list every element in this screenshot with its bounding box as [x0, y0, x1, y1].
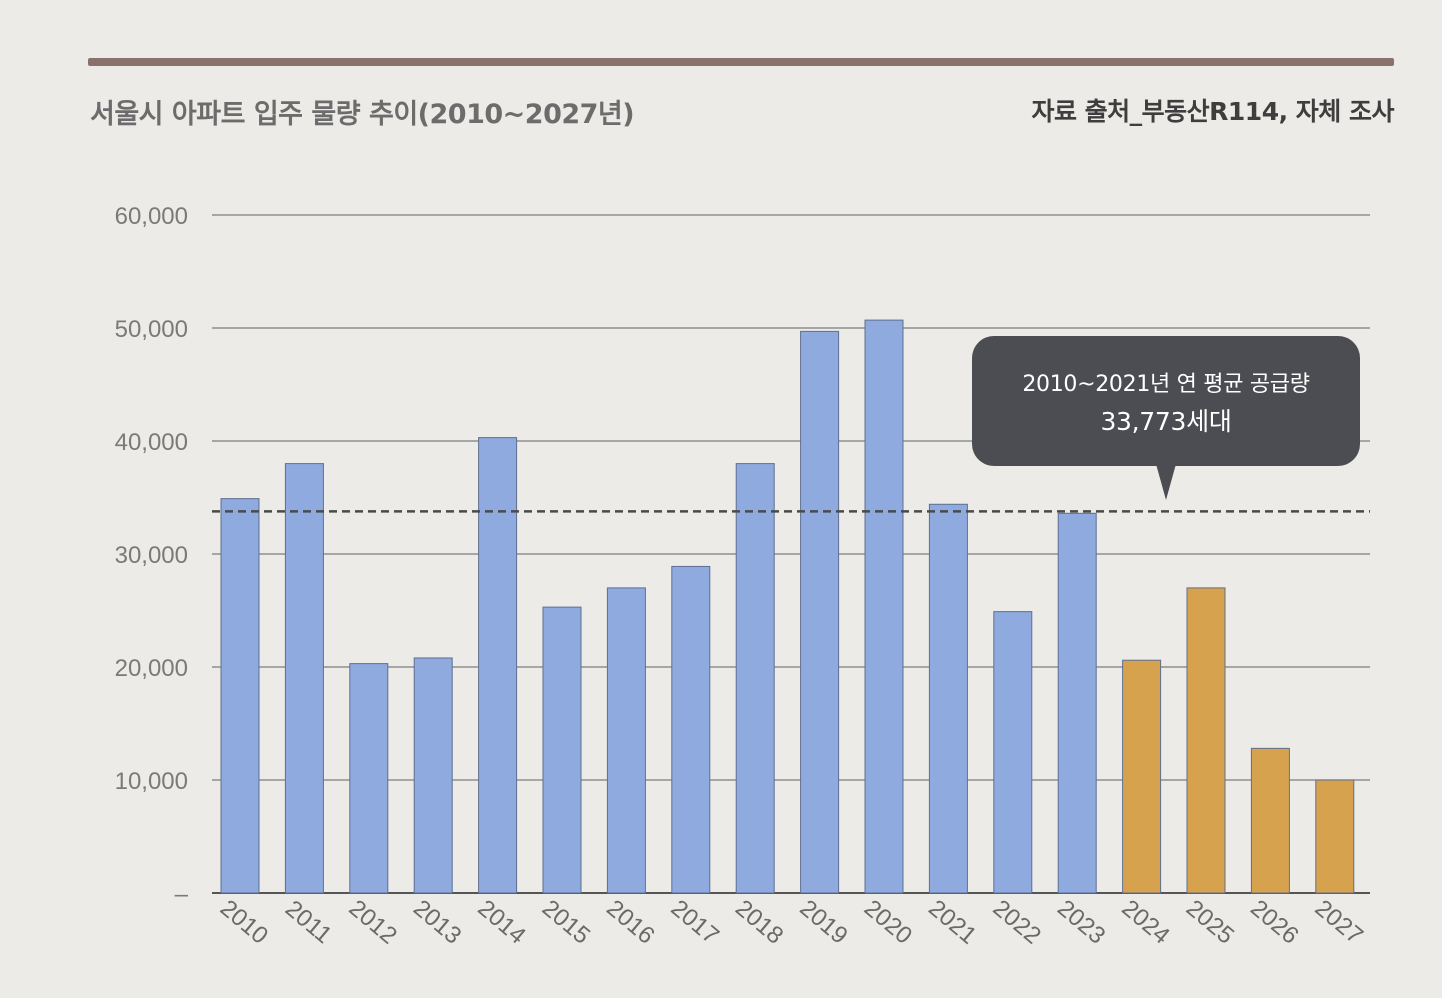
bar	[1186, 587, 1226, 894]
x-tick-label: 2015	[537, 895, 595, 950]
x-tick-label: 2020	[859, 895, 917, 950]
bar	[800, 330, 840, 894]
x-tick-label: 2014	[472, 895, 530, 950]
x-tick-label: 2010	[215, 895, 273, 950]
x-tick-label: 2017	[666, 895, 724, 950]
y-tick-labels: – 10,000 20,000 30,000 40,000 50,000 60,000	[115, 203, 189, 908]
x-tick-label: 2023	[1052, 895, 1110, 950]
x-tick-label: 2012	[344, 895, 402, 950]
bars-layer	[220, 319, 1355, 894]
bar	[671, 565, 711, 894]
callout-value: 33,773세대	[1100, 407, 1232, 436]
average-callout: 2010~2021년 연 평균 공급량 33,773세대	[972, 336, 1360, 500]
x-tick-label: 2026	[1245, 895, 1303, 950]
y-tick-label: 60,000	[115, 203, 188, 230]
y-tick-label: 20,000	[115, 655, 188, 682]
bar	[1250, 747, 1290, 894]
bar	[928, 503, 968, 894]
bar	[864, 319, 904, 894]
bar	[1057, 512, 1097, 894]
x-tick-label: 2011	[280, 895, 337, 949]
bar	[606, 587, 646, 894]
callout-title: 2010~2021년 연 평균 공급량	[1022, 372, 1310, 397]
y-tick-label: 40,000	[115, 429, 188, 456]
x-tick-label: 2016	[601, 895, 659, 950]
y-tick-label: 10,000	[115, 768, 188, 795]
bar	[993, 611, 1033, 894]
bar	[349, 663, 389, 894]
chart-title: 서울시 아파트 입주 물량 추이(2010~2027년)	[90, 99, 635, 130]
y-tick-label: –	[175, 881, 189, 908]
x-tick-label: 2024	[1116, 895, 1174, 950]
y-tick-label: 30,000	[115, 542, 188, 569]
x-tick-label: 2013	[408, 895, 466, 950]
source-note: 자료 출처_부동산R114, 자체 조사	[1031, 97, 1394, 126]
bar	[542, 606, 582, 894]
bar	[284, 463, 324, 894]
bar	[1315, 779, 1355, 894]
bar	[413, 657, 453, 894]
top-rule	[88, 58, 1394, 66]
bar	[220, 498, 260, 894]
x-tick-label: 2022	[988, 895, 1046, 950]
bar	[735, 463, 775, 894]
x-tick-label: 2027	[1310, 895, 1368, 950]
y-tick-label: 50,000	[115, 316, 188, 343]
x-tick-label: 2019	[794, 895, 852, 950]
x-tick-labels: 2010 2011 2012 2013 2014 2015 2016 2017 2018 2019…	[215, 895, 1368, 950]
x-tick-label: 2025	[1181, 895, 1239, 950]
x-tick-label: 2018	[730, 895, 788, 950]
bar	[478, 437, 518, 894]
x-tick-label: 2021	[923, 895, 981, 950]
bar	[1122, 659, 1162, 894]
